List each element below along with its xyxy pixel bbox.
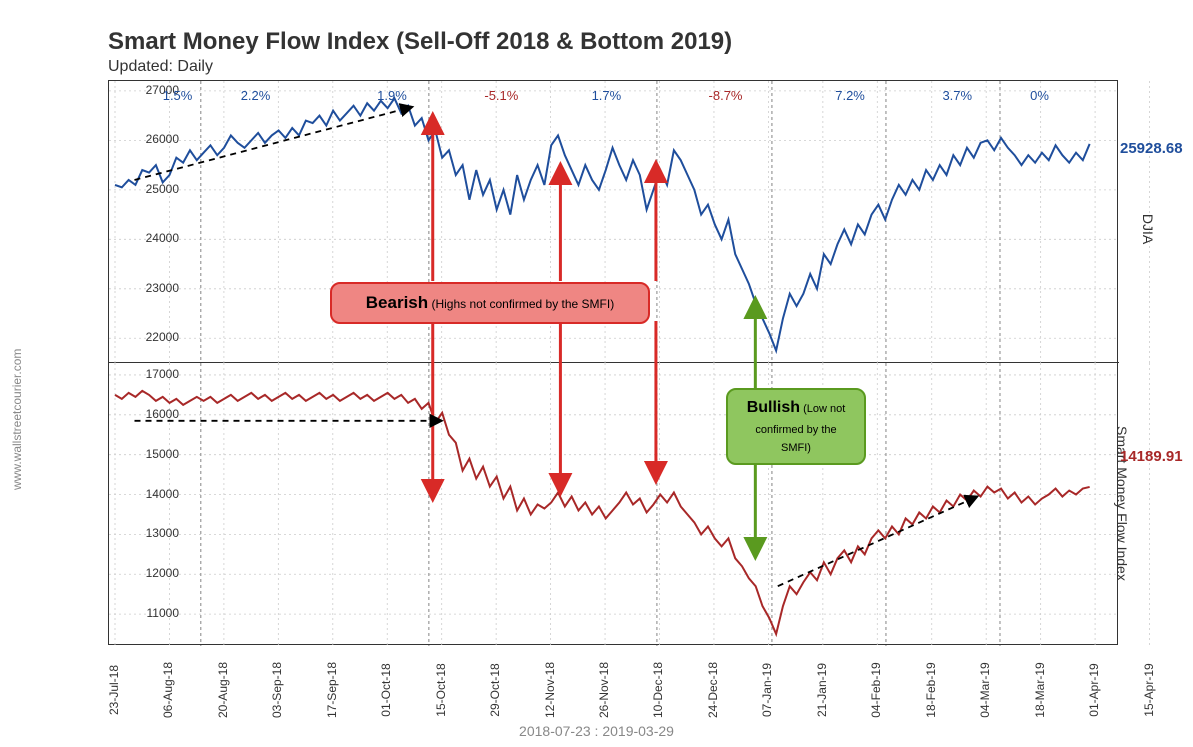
pct-label: 1.5% <box>163 88 193 103</box>
y-tick: 14000 <box>129 487 179 501</box>
y-tick: 16000 <box>129 407 179 421</box>
x-tick: 15-Apr-19 <box>1142 655 1156 725</box>
y-tick: 12000 <box>129 566 179 580</box>
x-tick: 23-Jul-18 <box>107 655 121 725</box>
pct-label: 2.2% <box>241 88 271 103</box>
pct-label: 7.2% <box>835 88 865 103</box>
x-tick: 17-Sep-18 <box>325 655 339 725</box>
y-tick: 26000 <box>129 132 179 146</box>
x-tick: 04-Feb-19 <box>869 655 883 725</box>
chart-subtitle: Updated: Daily <box>108 58 213 76</box>
x-tick: 07-Jan-19 <box>760 655 774 725</box>
djia-axis-label: DJIA <box>1140 214 1156 244</box>
x-tick: 10-Dec-18 <box>651 655 665 725</box>
pct-label: 1.7% <box>592 88 622 103</box>
x-tick: 01-Oct-18 <box>379 655 393 725</box>
x-tick: 12-Nov-18 <box>543 655 557 725</box>
bullish-label: Bullish <box>747 399 800 416</box>
pct-label: 3.7% <box>942 88 972 103</box>
y-tick: 11000 <box>129 606 179 620</box>
y-tick: 23000 <box>129 281 179 295</box>
pct-label: 0% <box>1030 88 1049 103</box>
bearish-text: (Highs not confirmed by the SMFI) <box>428 297 614 311</box>
bearish-label: Bearish <box>366 293 428 312</box>
chart-title: Smart Money Flow Index (Sell-Off 2018 & … <box>108 28 732 56</box>
x-tick: 26-Nov-18 <box>597 655 611 725</box>
chart-container: Smart Money Flow Index (Sell-Off 2018 & … <box>0 0 1193 747</box>
x-range-label: 2018-07-23 : 2019-03-29 <box>519 723 674 739</box>
x-tick: 15-Oct-18 <box>434 655 448 725</box>
x-tick: 03-Sep-18 <box>270 655 284 725</box>
y-tick: 22000 <box>129 330 179 344</box>
y-tick: 25000 <box>129 182 179 196</box>
bullish-callout: Bullish (Low not confirmed by the SMFI) <box>726 388 866 465</box>
djia-end-value: 25928.68 <box>1120 140 1183 157</box>
x-tick: 06-Aug-18 <box>161 655 175 725</box>
watermark-text: www.wallstreetcourier.com <box>10 349 24 490</box>
y-tick: 13000 <box>129 526 179 540</box>
x-tick: 04-Mar-19 <box>978 655 992 725</box>
x-tick: 18-Feb-19 <box>924 655 938 725</box>
panel-smfi: Smart Money Flow Index <box>109 363 1119 646</box>
x-tick: 24-Dec-18 <box>706 655 720 725</box>
x-tick: 21-Jan-19 <box>815 655 829 725</box>
plot-area: DJIA Smart Money Flow Index <box>108 80 1118 645</box>
x-tick: 18-Mar-19 <box>1033 655 1047 725</box>
smfi-svg <box>109 363 1119 646</box>
pct-label: -5.1% <box>484 88 518 103</box>
x-tick: 20-Aug-18 <box>216 655 230 725</box>
smfi-end-value: 14189.91 <box>1120 448 1183 465</box>
x-tick: 29-Oct-18 <box>488 655 502 725</box>
y-tick: 24000 <box>129 231 179 245</box>
pct-label: 1.9% <box>377 88 407 103</box>
bearish-callout: Bearish (Highs not confirmed by the SMFI… <box>330 282 650 324</box>
y-tick: 17000 <box>129 367 179 381</box>
pct-label: -8.7% <box>709 88 743 103</box>
x-tick: 01-Apr-19 <box>1087 655 1101 725</box>
y-tick: 15000 <box>129 447 179 461</box>
